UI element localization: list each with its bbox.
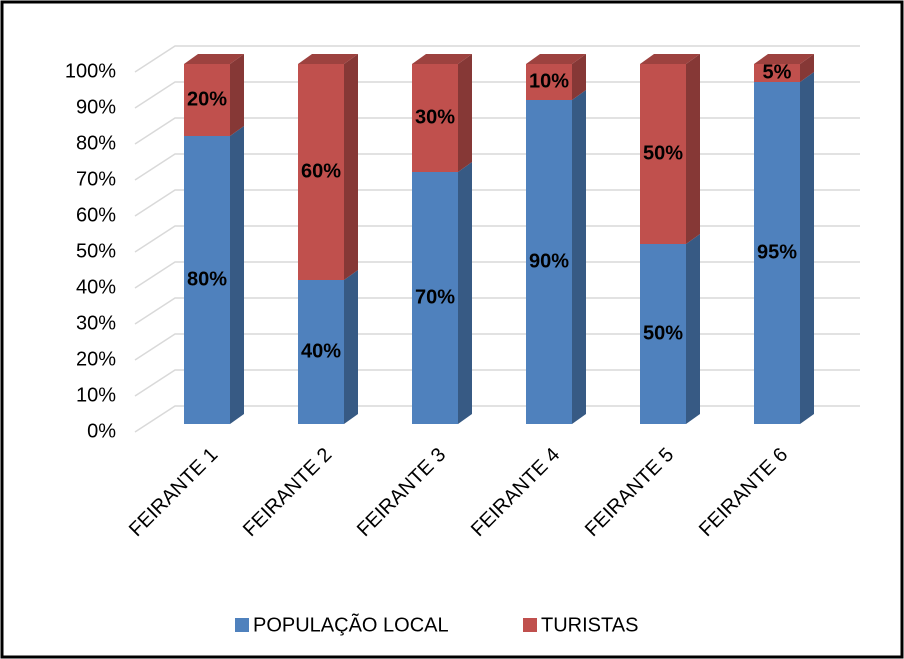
bar (526, 64, 572, 100)
bar-side (686, 234, 700, 424)
y-tick-label: 40% (76, 276, 116, 298)
value-label: 10% (529, 70, 569, 92)
legend-label: TURISTAS (541, 614, 638, 636)
y-tick-label: 70% (76, 168, 116, 190)
value-label: 90% (529, 250, 569, 272)
y-tick-label: 90% (76, 96, 116, 118)
bar-top (526, 54, 586, 64)
bar-side (344, 54, 358, 280)
value-label: 60% (301, 160, 341, 182)
legend-swatch (235, 618, 249, 632)
grid-line (134, 81, 860, 109)
bar-side (230, 126, 244, 424)
bar-side (458, 162, 472, 424)
bar-side (344, 270, 358, 424)
grid-line (134, 369, 860, 397)
value-label: 50% (643, 142, 683, 164)
bar (184, 64, 230, 136)
value-label: 40% (301, 340, 341, 362)
legend-label: POPULAÇÃO LOCAL (253, 612, 449, 636)
y-tick-label: 10% (76, 384, 116, 406)
bar-side (800, 72, 814, 424)
grid-line (134, 333, 860, 361)
grid-line (134, 225, 860, 253)
bar-top (412, 54, 472, 64)
bar (298, 280, 344, 424)
y-tick-label: 50% (76, 240, 116, 262)
y-tick-label: 0% (87, 420, 116, 442)
y-tick-label: 20% (76, 348, 116, 370)
bar-side (572, 90, 586, 424)
bar (640, 64, 686, 244)
bar-top (640, 54, 700, 64)
bar-side (800, 54, 814, 82)
bar (298, 64, 344, 280)
bar-side (572, 54, 586, 100)
grid-line (134, 261, 860, 289)
bar (184, 136, 230, 424)
y-tick-label: 60% (76, 204, 116, 226)
bar-side (686, 54, 700, 244)
grid-line (134, 297, 860, 325)
bar (412, 64, 458, 172)
grid-line (134, 189, 860, 217)
value-label: 30% (415, 106, 455, 128)
value-label: 50% (643, 322, 683, 344)
bar (640, 244, 686, 424)
value-label: 5% (763, 61, 792, 83)
bar-top (298, 54, 358, 64)
grid-line (134, 117, 860, 145)
bar-top (184, 54, 244, 64)
legend-swatch (523, 618, 537, 632)
bar-side (230, 54, 244, 136)
y-tick-label: 80% (76, 132, 116, 154)
grid-line (134, 153, 860, 181)
y-tick-label: 30% (76, 312, 116, 334)
y-tick-label: 100% (65, 60, 116, 82)
bar (412, 172, 458, 424)
bar (754, 64, 800, 82)
grid-line (134, 405, 860, 433)
bar-top (754, 54, 814, 64)
value-label: 70% (415, 286, 455, 308)
bar (526, 100, 572, 424)
bar (754, 82, 800, 424)
value-label: 95% (757, 241, 797, 263)
bar-side (458, 54, 472, 172)
value-label: 20% (187, 88, 227, 110)
grid-line (134, 45, 860, 73)
value-label: 80% (187, 268, 227, 290)
